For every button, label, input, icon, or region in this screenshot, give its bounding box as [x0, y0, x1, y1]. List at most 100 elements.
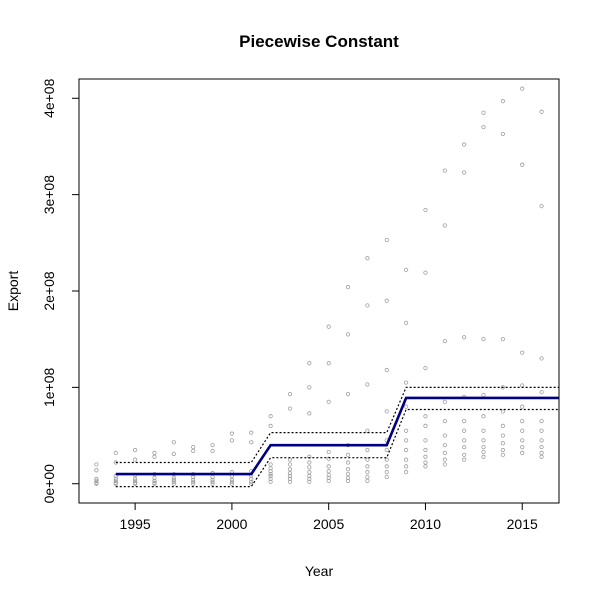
upper-confidence-band — [115, 386, 559, 464]
data-point — [520, 383, 525, 388]
data-point — [94, 481, 99, 486]
data-point — [307, 465, 312, 470]
data-point — [229, 438, 234, 443]
data-point — [442, 418, 447, 424]
data-point — [307, 454, 312, 459]
data-point — [442, 168, 447, 173]
data-point — [268, 466, 273, 471]
data-point — [94, 462, 99, 467]
data-point — [365, 464, 370, 469]
data-point — [113, 450, 118, 455]
data-point — [287, 473, 293, 479]
data-point — [403, 380, 409, 385]
data-point — [94, 476, 99, 482]
data-point — [520, 162, 525, 167]
data-point — [462, 418, 467, 424]
data-point — [403, 438, 409, 443]
data-point — [249, 479, 254, 484]
plot-frame — [78, 78, 560, 504]
data-point — [481, 414, 486, 419]
data-point — [307, 470, 312, 475]
data-point — [423, 207, 428, 213]
data-point — [287, 462, 293, 467]
data-point — [539, 204, 544, 209]
data-point — [345, 467, 351, 472]
data-point — [403, 320, 409, 325]
data-point — [326, 478, 331, 483]
data-point — [442, 339, 447, 344]
data-point — [481, 337, 486, 342]
data-point — [462, 438, 467, 443]
data-point — [403, 457, 409, 462]
data-point — [345, 332, 351, 337]
data-point — [520, 86, 525, 91]
data-point — [268, 473, 273, 479]
data-point — [481, 110, 486, 115]
data-point — [481, 392, 486, 398]
data-point — [520, 450, 525, 455]
data-point — [365, 478, 370, 483]
data-point — [152, 478, 157, 483]
data-point — [539, 454, 544, 459]
data-point — [113, 476, 118, 482]
x-tick-label: 2015 — [507, 516, 538, 532]
data-point — [326, 475, 331, 481]
data-point — [345, 285, 351, 290]
data-point — [113, 478, 118, 483]
data-point — [462, 445, 467, 450]
data-point — [152, 481, 157, 486]
data-point — [365, 256, 370, 261]
data-point — [345, 478, 351, 483]
data-point — [326, 324, 331, 329]
data-point — [423, 464, 428, 469]
data-point — [307, 473, 312, 479]
data-point — [268, 469, 273, 474]
data-point — [287, 406, 293, 411]
data-point — [384, 447, 389, 453]
data-point — [326, 469, 331, 474]
data-point — [113, 481, 118, 486]
data-point — [423, 270, 428, 275]
data-point — [365, 303, 370, 308]
data-point — [481, 428, 486, 433]
data-point — [287, 392, 293, 397]
data-point — [94, 478, 99, 483]
y-tick-label: 1e+08 — [41, 367, 57, 407]
data-point — [442, 399, 447, 404]
data-point — [191, 479, 196, 484]
data-point — [384, 474, 389, 480]
data-point — [539, 438, 544, 443]
data-point — [171, 477, 176, 482]
data-point — [307, 411, 312, 416]
data-point — [481, 454, 486, 459]
data-point — [481, 445, 486, 450]
data-point — [539, 418, 544, 424]
data-point — [326, 456, 331, 461]
chart-title: Piecewise Constant — [239, 32, 399, 51]
data-point — [539, 445, 544, 450]
data-point — [539, 428, 544, 433]
y-axis-label: Export — [5, 271, 21, 312]
data-point — [462, 457, 467, 462]
data-point — [326, 449, 331, 455]
data-point — [307, 479, 312, 484]
data-point — [423, 454, 428, 459]
data-point — [133, 447, 138, 453]
data-point — [171, 479, 176, 484]
data-point — [423, 365, 428, 371]
data-point — [500, 452, 505, 457]
data-point — [442, 450, 447, 455]
data-point — [307, 460, 312, 465]
y-tick-label: 3e+08 — [41, 175, 57, 215]
data-point — [229, 481, 234, 486]
data-point — [520, 438, 525, 443]
data-point — [462, 452, 467, 457]
data-point — [249, 476, 254, 482]
data-point — [133, 481, 138, 486]
data-point — [462, 428, 467, 433]
data-point — [171, 481, 176, 486]
y-tick-label: 0e+00 — [41, 464, 57, 504]
data-point — [500, 447, 505, 453]
y-axis: 0e+00 1e+08 2e+08 3e+08 4e+08 — [41, 78, 80, 504]
